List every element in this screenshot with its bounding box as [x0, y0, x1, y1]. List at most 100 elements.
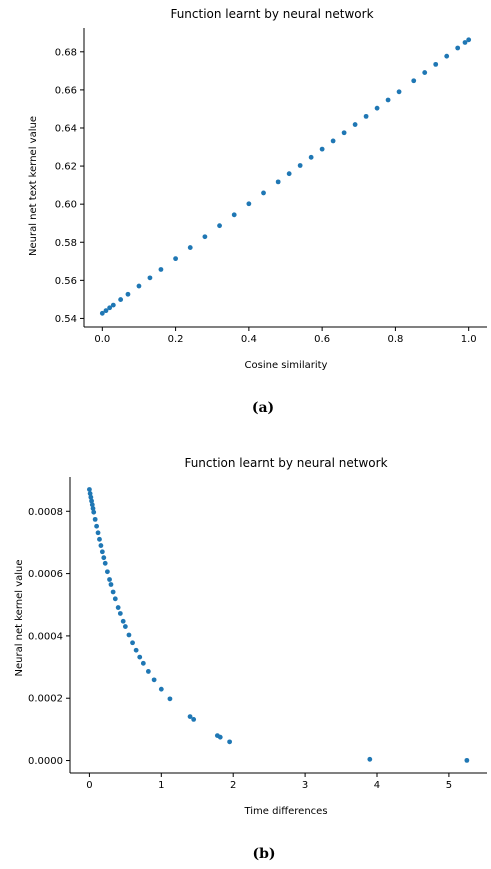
y-tick-label: 0.0006 — [28, 569, 63, 580]
chart-a-ylabel: Neural net text kernel value — [28, 116, 39, 256]
x-tick-label: 0 — [86, 780, 92, 791]
scatter-point — [89, 498, 94, 504]
chart-b: Function learnt by neural network 0 1 2 3 4 5… — [14, 456, 487, 862]
y-tick-label: 0.0008 — [28, 507, 63, 518]
scatter-point — [130, 640, 135, 646]
scatter-point — [466, 37, 472, 43]
x-tick-label: 0.0 — [94, 334, 110, 345]
scatter-point — [107, 305, 113, 311]
scatter-point — [87, 487, 92, 492]
scatter-point — [319, 146, 325, 152]
scatter-point — [101, 555, 107, 561]
y-tick-label: 0.56 — [55, 276, 77, 287]
x-tick-label: 0.8 — [387, 334, 403, 345]
y-tick-label: 0.0002 — [28, 694, 63, 705]
y-tick-label: 0.0000 — [28, 756, 63, 767]
chart-a-axes: 0.0 0.2 0.4 0.6 0.8 1.0 0.54 0.56 0.58 0.60 0.62 0.… — [55, 28, 487, 345]
scatter-point — [374, 105, 380, 111]
x-tick-label: 0.2 — [168, 334, 184, 345]
y-tick-label: 0.54 — [55, 314, 77, 325]
scatter-point — [110, 589, 116, 595]
scatter-point — [464, 757, 470, 763]
scatter-point — [158, 267, 164, 272]
scatter-point — [187, 245, 193, 250]
scatter-point — [422, 70, 428, 75]
scatter-point — [107, 577, 112, 582]
x-tick-label: 1.0 — [461, 334, 477, 345]
scatter-point — [126, 632, 132, 638]
x-tick-label: 0.4 — [241, 334, 257, 345]
scatter-point — [261, 190, 266, 196]
scatter-point — [411, 78, 417, 84]
x-tick-label: 1 — [158, 780, 164, 791]
scatter-point — [115, 605, 121, 610]
scatter-point — [110, 302, 116, 308]
scatter-point — [99, 549, 105, 555]
scatter-point — [286, 171, 292, 177]
scatter-point — [202, 234, 208, 240]
y-tick-label: 0.58 — [55, 238, 77, 249]
scatter-point — [102, 560, 108, 566]
scatter-point — [217, 223, 222, 229]
x-tick-label: 3 — [302, 780, 308, 791]
scatter-point — [108, 582, 114, 587]
scatter-point — [227, 739, 233, 745]
chart-a: Function learnt by neural network 0.0 0.2… — [28, 7, 487, 415]
scatter-point — [191, 717, 197, 722]
x-tick-label: 0.6 — [314, 334, 330, 345]
scatter-point — [167, 696, 173, 702]
x-tick-label: 4 — [374, 780, 380, 791]
scatter-point — [217, 734, 223, 740]
scatter-point — [118, 297, 124, 302]
chart-a-marks — [99, 37, 472, 316]
scatter-point — [455, 45, 461, 51]
scatter-point — [145, 669, 151, 674]
scatter-point — [385, 97, 391, 103]
scatter-point — [117, 611, 123, 616]
chart-b-ylabel: Neural net kernel value — [14, 559, 25, 676]
scatter-point — [122, 624, 128, 629]
scatter-point — [151, 677, 157, 683]
chart-b-xlabel: Time differences — [243, 806, 327, 817]
scatter-point — [158, 686, 164, 692]
scatter-point — [341, 130, 347, 136]
scatter-point — [99, 310, 105, 316]
y-tick-label: 0.68 — [55, 47, 77, 58]
scatter-point — [97, 536, 102, 542]
chart-a-caption: (a) — [252, 400, 274, 415]
scatter-point — [147, 275, 153, 281]
scatter-point — [120, 618, 126, 624]
x-tick-label: 2 — [230, 780, 236, 791]
scatter-point — [125, 291, 131, 297]
y-tick-label: 0.60 — [55, 200, 77, 211]
scatter-point — [187, 714, 193, 720]
chart-a-title: Function learnt by neural network — [170, 7, 373, 21]
scatter-point — [352, 122, 358, 127]
scatter-point — [308, 154, 314, 160]
y-tick-label: 0.66 — [55, 85, 77, 96]
scatter-point — [89, 502, 95, 508]
scatter-point — [136, 283, 142, 289]
scatter-point — [137, 654, 143, 660]
scatter-point — [246, 201, 252, 207]
scatter-point — [462, 40, 468, 45]
scatter-point — [91, 509, 97, 515]
y-tick-label: 0.64 — [55, 123, 77, 134]
scatter-point — [363, 113, 369, 119]
scatter-point — [133, 647, 139, 653]
scatter-point — [92, 516, 98, 522]
scatter-point — [140, 660, 146, 666]
scatter-point — [396, 89, 402, 95]
y-tick-label: 0.62 — [55, 162, 77, 173]
scatter-point — [297, 163, 303, 168]
scatter-point — [104, 569, 110, 575]
scatter-point — [87, 491, 93, 496]
scatter-point — [95, 530, 101, 536]
chart-a-xlabel: Cosine similarity — [245, 360, 328, 371]
scatter-point — [444, 53, 450, 59]
scatter-point — [88, 494, 94, 500]
scatter-point — [173, 256, 178, 262]
y-tick-label: 0.0004 — [28, 631, 63, 642]
scatter-point — [90, 506, 96, 511]
x-tick-label: 5 — [446, 780, 452, 791]
